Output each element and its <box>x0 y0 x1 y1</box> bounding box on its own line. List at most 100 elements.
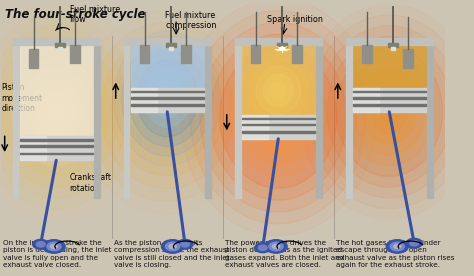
Ellipse shape <box>249 58 308 123</box>
Ellipse shape <box>152 79 182 118</box>
Circle shape <box>410 240 419 246</box>
Ellipse shape <box>134 73 201 150</box>
Ellipse shape <box>29 79 83 144</box>
Ellipse shape <box>327 36 451 187</box>
Ellipse shape <box>229 58 327 176</box>
Bar <box>181 44 191 63</box>
Bar <box>55 43 65 47</box>
Ellipse shape <box>112 48 223 176</box>
Text: Crankshaft
rotation: Crankshaft rotation <box>70 174 111 193</box>
Ellipse shape <box>239 70 318 164</box>
Bar <box>169 47 173 51</box>
Bar <box>353 44 426 87</box>
Bar <box>20 136 46 160</box>
Bar <box>94 44 100 198</box>
Bar <box>235 44 240 198</box>
Ellipse shape <box>381 101 398 123</box>
Ellipse shape <box>47 101 65 123</box>
Text: Spark ignition: Spark ignition <box>267 15 323 24</box>
Circle shape <box>279 47 285 51</box>
Circle shape <box>273 244 280 249</box>
Text: On the induction stroke the
piston is descending, the inlet
valve is fully open : On the induction stroke the piston is de… <box>3 240 111 268</box>
Bar <box>70 44 80 63</box>
Bar <box>316 44 322 198</box>
Bar <box>427 44 433 198</box>
Bar <box>403 49 413 68</box>
Circle shape <box>36 242 45 247</box>
Circle shape <box>269 242 283 251</box>
Circle shape <box>181 242 190 247</box>
Bar <box>388 43 398 47</box>
Bar <box>131 87 204 112</box>
Circle shape <box>406 238 422 248</box>
Circle shape <box>258 245 267 251</box>
Ellipse shape <box>160 89 175 108</box>
Bar <box>58 47 62 51</box>
Bar <box>346 38 433 44</box>
Ellipse shape <box>0 26 127 198</box>
Bar <box>20 44 92 136</box>
Ellipse shape <box>210 34 346 200</box>
Ellipse shape <box>191 10 366 224</box>
Ellipse shape <box>345 58 434 166</box>
Circle shape <box>165 242 180 251</box>
Bar <box>20 145 92 147</box>
Ellipse shape <box>145 70 190 127</box>
Bar <box>242 124 315 125</box>
Circle shape <box>177 240 193 249</box>
Bar <box>131 97 204 99</box>
Ellipse shape <box>336 47 443 176</box>
Ellipse shape <box>363 79 416 144</box>
Bar <box>242 118 315 120</box>
Ellipse shape <box>264 74 293 107</box>
Text: Fuel mixture
compression: Fuel mixture compression <box>165 11 217 30</box>
Ellipse shape <box>249 82 308 153</box>
Text: As the piston rises on its
compression stroke the exhaust
valve is still closed : As the piston rises on its compression s… <box>114 240 230 268</box>
Bar <box>242 115 315 139</box>
Bar <box>13 44 18 198</box>
Circle shape <box>33 240 49 249</box>
Bar <box>124 44 129 198</box>
Circle shape <box>265 240 287 253</box>
Circle shape <box>394 244 401 249</box>
Ellipse shape <box>256 66 301 115</box>
Ellipse shape <box>0 36 118 187</box>
Circle shape <box>386 240 409 253</box>
Ellipse shape <box>271 82 286 98</box>
Ellipse shape <box>100 35 234 189</box>
Bar <box>242 131 315 133</box>
Ellipse shape <box>156 99 178 125</box>
Ellipse shape <box>114 31 220 166</box>
Bar <box>166 43 176 47</box>
Ellipse shape <box>123 61 212 163</box>
Bar <box>353 104 426 106</box>
Bar <box>235 38 322 44</box>
Ellipse shape <box>234 42 323 139</box>
Text: The hot gases in the cylinder
escape through the open
exhaust valve as the pisto: The hot gases in the cylinder escape thr… <box>336 240 455 268</box>
Bar <box>131 91 204 92</box>
Ellipse shape <box>259 94 298 141</box>
Circle shape <box>169 244 176 249</box>
Bar <box>131 44 204 87</box>
Ellipse shape <box>268 105 288 129</box>
Bar <box>131 104 204 106</box>
Bar <box>362 44 372 63</box>
Ellipse shape <box>121 41 213 156</box>
Bar <box>28 49 38 68</box>
Bar <box>280 47 284 51</box>
Ellipse shape <box>12 58 100 166</box>
Circle shape <box>43 240 65 253</box>
Ellipse shape <box>354 69 425 155</box>
Bar <box>124 38 211 44</box>
Bar <box>13 38 100 44</box>
Bar <box>292 44 302 63</box>
Circle shape <box>390 242 404 251</box>
Ellipse shape <box>219 46 337 188</box>
Circle shape <box>50 244 57 249</box>
Ellipse shape <box>318 26 460 198</box>
Ellipse shape <box>310 15 469 209</box>
Ellipse shape <box>200 22 356 212</box>
Bar <box>277 43 287 47</box>
Ellipse shape <box>129 50 205 147</box>
Bar <box>20 136 92 160</box>
